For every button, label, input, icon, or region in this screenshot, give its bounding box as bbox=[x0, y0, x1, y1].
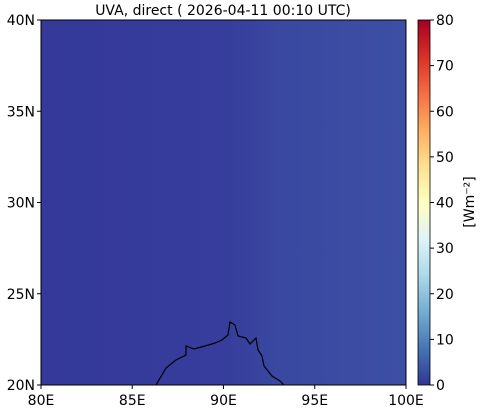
y-tick-label: 40N bbox=[7, 13, 35, 29]
x-tick-label: 80E bbox=[28, 393, 55, 409]
colorbar-label: [Wm⁻²] bbox=[462, 176, 478, 227]
y-tick-label: 30N bbox=[7, 196, 35, 212]
colorbar-tick-label: 80 bbox=[436, 13, 454, 29]
coastline bbox=[155, 321, 285, 386]
y-tick-label: 25N bbox=[7, 287, 35, 303]
colorbar-tick-label: 20 bbox=[436, 287, 454, 303]
map-title: UVA, direct ( 2026-04-11 00:10 UTC) bbox=[95, 3, 351, 19]
x-tick-label: 100E bbox=[388, 393, 424, 409]
colorbar-tick-label: 40 bbox=[436, 196, 454, 212]
colorbar-tick-label: 10 bbox=[436, 332, 454, 348]
x-tick-label: 90E bbox=[210, 393, 237, 409]
y-tick-label: 20N bbox=[7, 378, 35, 394]
colorbar-tick-label: 50 bbox=[436, 150, 454, 166]
x-tick-label: 85E bbox=[119, 393, 146, 409]
colorbar-tick-label: 0 bbox=[436, 378, 445, 394]
map-field bbox=[41, 20, 406, 385]
colorbar bbox=[417, 19, 431, 386]
y-tick-label: 35N bbox=[7, 104, 35, 120]
colorbar-tick-label: 60 bbox=[436, 104, 454, 120]
colorbar-tick-label: 70 bbox=[436, 59, 454, 75]
x-tick-label: 95E bbox=[301, 393, 328, 409]
colorbar-tick-label: 30 bbox=[436, 241, 454, 257]
